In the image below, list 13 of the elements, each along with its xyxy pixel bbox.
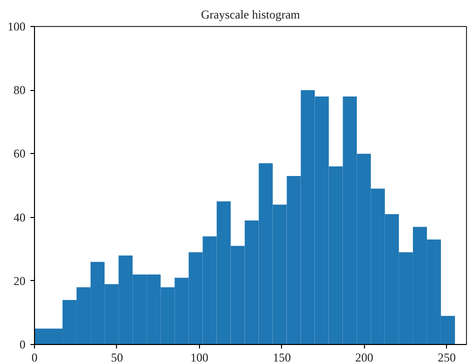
y-tick-label: 40 xyxy=(14,210,26,224)
y-tick-label: 100 xyxy=(8,20,26,34)
y-tick-label: 20 xyxy=(14,274,26,288)
y-tick-label: 60 xyxy=(14,146,26,161)
x-tick-label: 50 xyxy=(110,350,123,364)
chart-title: Grayscale histogram xyxy=(201,8,301,22)
y-tick-label: 0 xyxy=(20,338,26,352)
x-tick-label: 100 xyxy=(190,350,208,364)
x-tick-label: 150 xyxy=(272,350,291,364)
x-tick-label: 200 xyxy=(355,350,374,364)
x-tick-label: 250 xyxy=(438,350,456,364)
y-tick-label: 80 xyxy=(14,83,26,98)
x-tick-label: 0 xyxy=(32,350,38,364)
